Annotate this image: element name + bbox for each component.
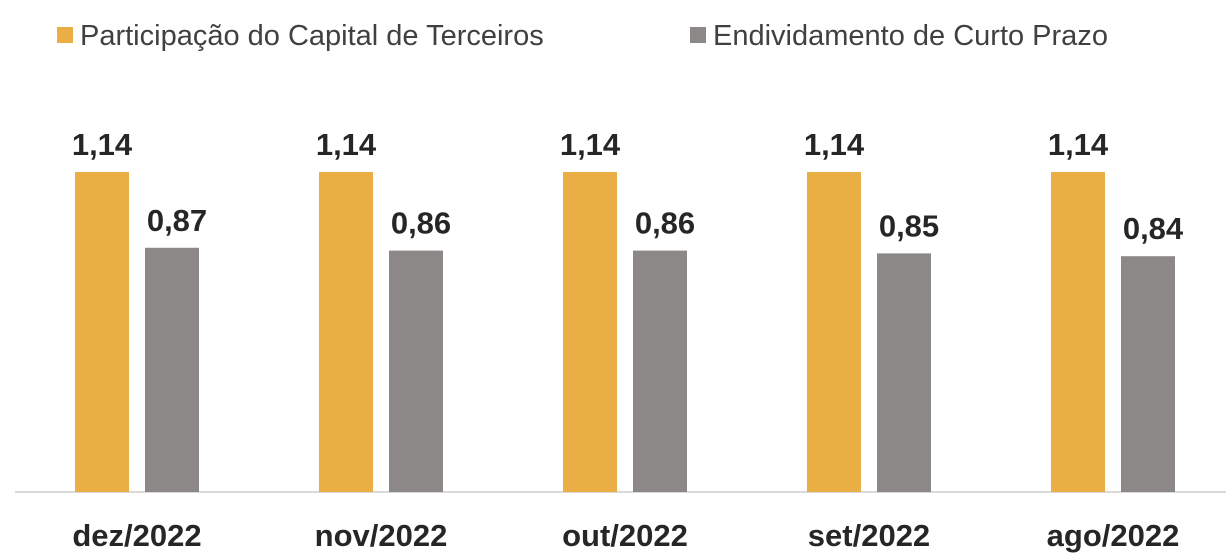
- legend-swatch: [57, 27, 73, 43]
- data-label: 0,86: [391, 206, 451, 241]
- bar: [877, 253, 931, 492]
- data-label: 1,14: [560, 127, 621, 162]
- data-label: 0,84: [1123, 211, 1184, 246]
- bar: [1121, 256, 1175, 492]
- bar: [389, 250, 443, 492]
- legend-label: Endividamento de Curto Prazo: [713, 20, 1108, 52]
- x-tick-label: out/2022: [562, 518, 688, 553]
- bar: [807, 171, 861, 492]
- x-tick-label: ago/2022: [1047, 518, 1180, 553]
- bar: [145, 247, 199, 492]
- x-tick-label: dez/2022: [72, 518, 201, 553]
- legend-swatch: [690, 27, 706, 43]
- legend-label: Participação do Capital de Terceiros: [80, 20, 544, 52]
- bar: [563, 171, 617, 492]
- x-tick-label: nov/2022: [315, 518, 448, 553]
- bar: [633, 250, 687, 492]
- data-label: 1,14: [316, 127, 377, 162]
- data-label: 0,87: [147, 203, 207, 238]
- bar: [75, 171, 129, 492]
- bar: [319, 171, 373, 492]
- x-tick-label: set/2022: [808, 518, 930, 553]
- data-label: 1,14: [1048, 127, 1109, 162]
- data-label: 1,14: [72, 127, 133, 162]
- data-label: 0,85: [879, 208, 939, 243]
- bar: [1051, 171, 1105, 492]
- data-label: 1,14: [804, 127, 865, 162]
- data-label: 0,86: [635, 206, 695, 241]
